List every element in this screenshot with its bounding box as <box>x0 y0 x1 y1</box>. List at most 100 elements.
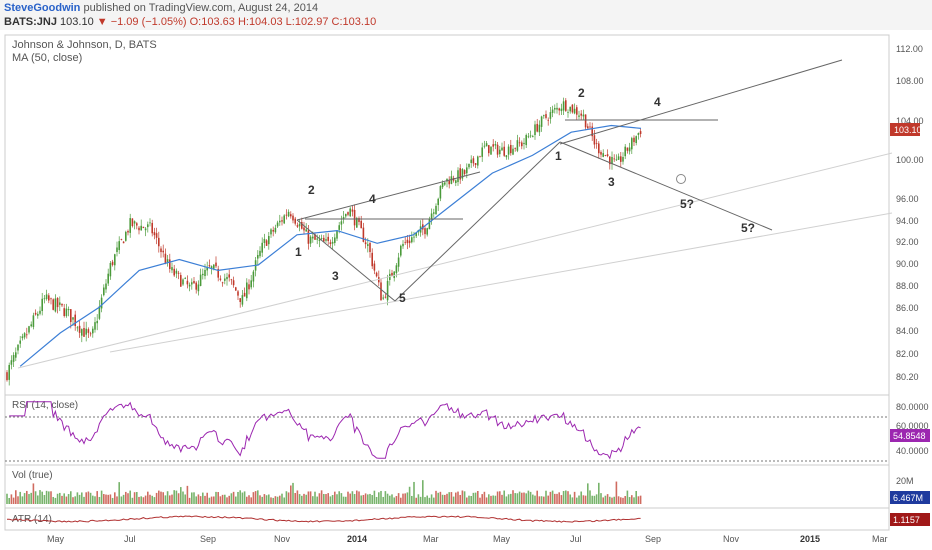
volume-bar <box>371 495 373 504</box>
candle-body <box>131 218 134 227</box>
candle-body <box>602 153 604 157</box>
candle-body <box>239 298 241 303</box>
candle-body <box>483 145 486 147</box>
candle-body <box>34 312 37 315</box>
candle-body <box>103 287 105 296</box>
candle-body <box>261 242 263 253</box>
candle-body <box>606 154 609 157</box>
volume-bar <box>329 496 332 504</box>
volume-bar <box>543 496 545 504</box>
atr-pane-title[interactable]: ATR (14) <box>12 514 52 525</box>
candle-body <box>87 329 90 333</box>
volume-bar <box>444 494 446 504</box>
volume-bar <box>378 492 380 504</box>
price-tick: 94.00 <box>896 216 919 226</box>
candle-body <box>210 266 213 269</box>
candle-body <box>138 227 140 231</box>
volume-bar <box>180 487 182 504</box>
volume-bar <box>494 495 497 504</box>
volume-bar <box>463 491 466 504</box>
candle-body <box>446 178 448 182</box>
volume-bar <box>345 496 347 504</box>
volume-bar <box>547 495 549 504</box>
volume-bar <box>635 491 637 504</box>
candle-body <box>554 107 556 110</box>
volume-bar <box>534 495 536 504</box>
candle-body <box>545 114 547 118</box>
candle-body <box>54 298 57 312</box>
candle-body <box>494 144 497 146</box>
vol-last-badge-text: 6.467M <box>893 493 923 503</box>
wave-label: 4 <box>654 95 661 109</box>
candle-body <box>56 297 59 308</box>
volume-bar <box>158 490 160 504</box>
volume-bar <box>426 495 428 504</box>
candle-body <box>505 155 508 158</box>
candle-body <box>281 220 283 222</box>
volume-bar <box>501 494 503 504</box>
vol-pane-title[interactable]: Vol (true) <box>12 470 53 481</box>
candle-body <box>219 278 222 280</box>
volume-bar <box>239 490 241 504</box>
candle-body <box>611 156 613 164</box>
volume-bar <box>290 485 292 504</box>
candle-body <box>507 146 510 155</box>
candle-body <box>12 354 15 362</box>
volume-bar <box>474 492 477 504</box>
rsi-line <box>9 401 641 460</box>
volume-bar <box>50 491 52 504</box>
volume-bar <box>488 494 490 504</box>
wave-label: 5? <box>741 221 755 235</box>
wave-label: 5? <box>680 197 694 211</box>
volume-bar <box>292 482 294 504</box>
candle-body <box>364 242 367 245</box>
candle-body <box>576 107 578 115</box>
volume-bar <box>589 490 591 504</box>
rsi-pane-title[interactable]: RSI (14, close) <box>12 400 78 411</box>
volume-bar <box>19 491 21 504</box>
volume-bar <box>602 497 604 504</box>
candle-body <box>428 219 431 230</box>
chart-canvas[interactable]: 1 2 3 4 5 1 2 3 4 5? 5? Johnson & Johnso… <box>0 30 932 550</box>
ma-indicator-label[interactable]: MA (50, close) <box>12 52 82 64</box>
candle-body <box>78 325 81 333</box>
candle-body <box>316 238 318 240</box>
volume-bar <box>257 490 259 504</box>
volume-bar <box>63 493 65 504</box>
volume-bar <box>270 497 272 504</box>
volume-bar <box>125 491 127 504</box>
price-axis: 112.00 108.00 104.00 100.00 96.00 94.00 … <box>896 44 924 382</box>
candle-body <box>448 180 450 185</box>
wave3-diagonal <box>296 219 396 302</box>
volume-bar <box>232 491 235 504</box>
candle-body <box>136 223 138 226</box>
volume-bar <box>459 494 461 504</box>
author-link[interactable]: SteveGoodwin <box>4 2 81 14</box>
candle-body <box>296 225 299 227</box>
volume-bar <box>281 493 283 504</box>
candle-body <box>98 306 101 319</box>
candle-body <box>435 205 437 215</box>
volume-bar <box>39 490 41 504</box>
volume-bar <box>360 495 362 504</box>
volume-bar <box>142 497 145 504</box>
volume-bar <box>373 490 376 504</box>
candle-body <box>276 222 279 227</box>
candle-body <box>503 146 505 156</box>
candle-body <box>283 215 285 224</box>
candle-body <box>384 296 387 298</box>
volume-bar <box>248 495 250 504</box>
candle-body <box>76 327 79 329</box>
candle-body <box>582 114 585 117</box>
volume-bar <box>633 497 635 504</box>
volume-bar <box>558 492 560 504</box>
candle-body <box>329 242 332 244</box>
candle-body <box>96 320 98 324</box>
volume-bar <box>397 493 400 504</box>
symbol-label: BATS:JNJ <box>4 16 57 28</box>
volume-bar <box>450 492 453 504</box>
volume-bar <box>375 496 378 504</box>
candle-body <box>59 302 61 305</box>
volume-bar <box>615 481 618 504</box>
volume-bar <box>109 494 112 504</box>
